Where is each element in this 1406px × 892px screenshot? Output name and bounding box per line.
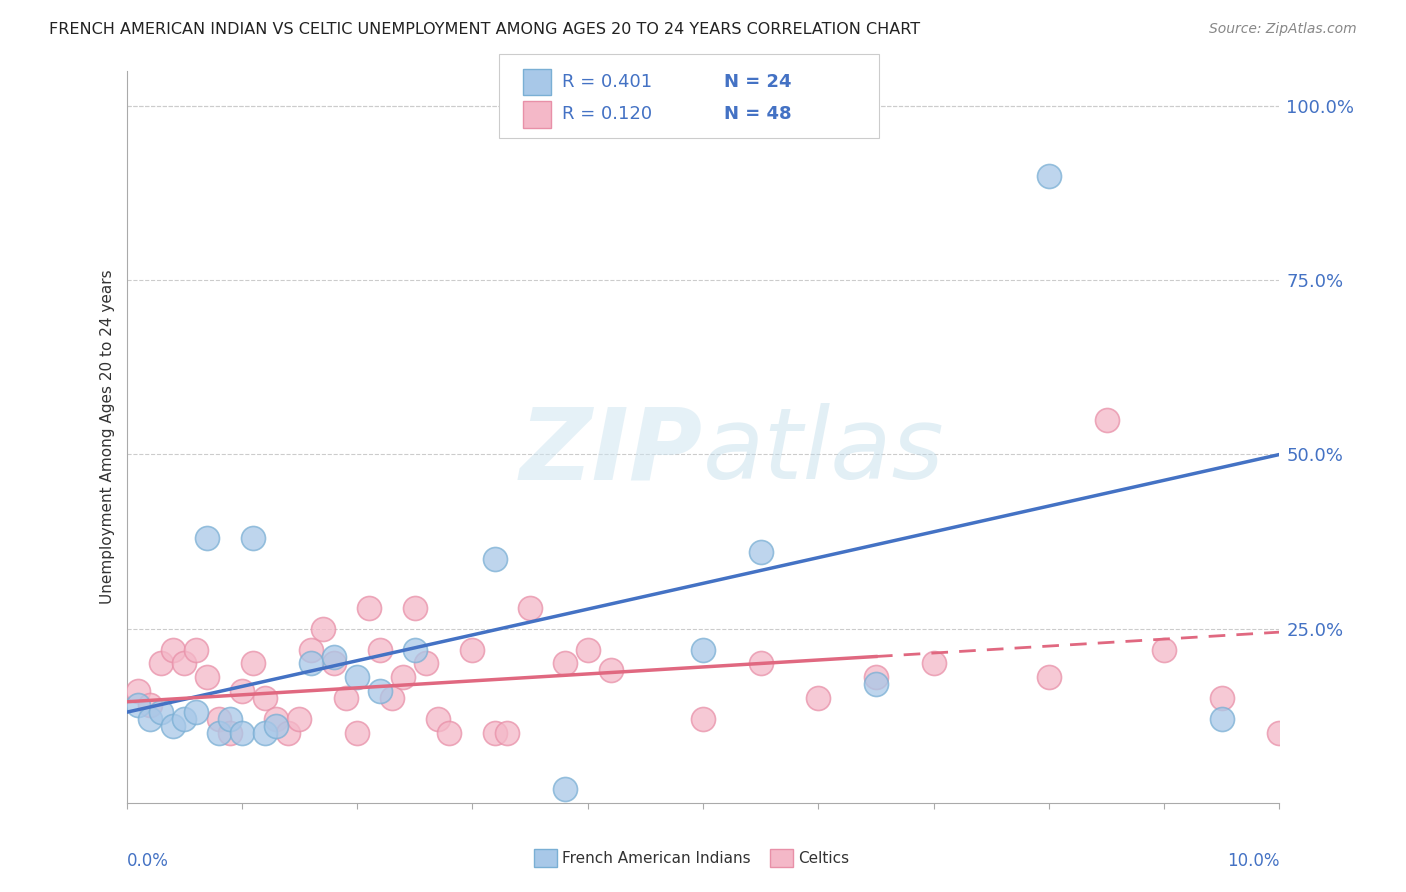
Point: [150, 705, 173, 719]
Point: [323, 649, 346, 664]
Point: [208, 726, 231, 740]
Point: [576, 642, 599, 657]
Point: [865, 677, 887, 691]
Point: [519, 600, 541, 615]
Point: [184, 642, 207, 657]
Point: [208, 712, 231, 726]
Point: [404, 642, 426, 657]
Point: [127, 684, 149, 698]
Point: [231, 684, 253, 698]
Point: [357, 600, 380, 615]
Point: [1211, 691, 1233, 706]
Point: [1095, 412, 1118, 426]
Text: R = 0.120: R = 0.120: [562, 105, 652, 123]
Y-axis label: Unemployment Among Ages 20 to 24 years: Unemployment Among Ages 20 to 24 years: [100, 269, 115, 605]
Point: [138, 712, 160, 726]
Text: N = 24: N = 24: [724, 73, 792, 91]
Point: [554, 781, 576, 796]
Point: [184, 705, 207, 719]
Text: atlas: atlas: [703, 403, 945, 500]
Point: [368, 642, 391, 657]
Point: [692, 642, 714, 657]
Point: [1211, 712, 1233, 726]
Point: [299, 657, 322, 671]
Point: [554, 657, 576, 671]
Point: [138, 698, 160, 713]
Point: [749, 657, 772, 671]
Text: N = 48: N = 48: [724, 105, 792, 123]
Point: [173, 712, 195, 726]
Point: [127, 698, 149, 713]
Point: [242, 657, 264, 671]
Point: [392, 670, 415, 684]
Point: [346, 726, 368, 740]
Point: [484, 726, 506, 740]
Point: [231, 726, 253, 740]
Point: [253, 726, 276, 740]
Point: [484, 552, 506, 566]
Point: [749, 545, 772, 559]
Point: [299, 642, 322, 657]
Point: [195, 531, 218, 545]
Point: [1268, 726, 1291, 740]
Point: [311, 622, 333, 636]
Point: [439, 726, 461, 740]
Text: FRENCH AMERICAN INDIAN VS CELTIC UNEMPLOYMENT AMONG AGES 20 TO 24 YEARS CORRELAT: FRENCH AMERICAN INDIAN VS CELTIC UNEMPLO…: [49, 22, 921, 37]
Point: [219, 726, 242, 740]
Point: [253, 691, 276, 706]
Text: French American Indians: French American Indians: [562, 851, 751, 865]
Text: R = 0.401: R = 0.401: [562, 73, 652, 91]
Text: ZIP: ZIP: [520, 403, 703, 500]
Point: [1326, 726, 1348, 740]
Point: [173, 657, 195, 671]
Point: [335, 691, 357, 706]
Point: [368, 684, 391, 698]
Text: Source: ZipAtlas.com: Source: ZipAtlas.com: [1209, 22, 1357, 37]
Point: [323, 657, 346, 671]
Text: 10.0%: 10.0%: [1227, 852, 1279, 870]
Point: [288, 712, 311, 726]
Point: [195, 670, 218, 684]
Point: [150, 657, 173, 671]
Point: [162, 719, 184, 733]
Point: [865, 670, 887, 684]
Text: 0.0%: 0.0%: [127, 852, 169, 870]
Point: [219, 712, 242, 726]
Point: [1038, 169, 1060, 183]
Point: [922, 657, 945, 671]
Point: [266, 719, 288, 733]
Point: [496, 726, 519, 740]
Point: [461, 642, 484, 657]
Point: [404, 600, 426, 615]
Point: [242, 531, 264, 545]
Point: [346, 670, 368, 684]
Point: [807, 691, 830, 706]
Point: [381, 691, 404, 706]
Point: [415, 657, 437, 671]
Point: [277, 726, 299, 740]
Point: [426, 712, 449, 726]
Point: [599, 664, 621, 678]
Point: [162, 642, 184, 657]
Point: [1384, 726, 1406, 740]
Text: Celtics: Celtics: [799, 851, 849, 865]
Point: [266, 712, 288, 726]
Point: [1153, 642, 1175, 657]
Point: [1038, 670, 1060, 684]
Point: [692, 712, 714, 726]
